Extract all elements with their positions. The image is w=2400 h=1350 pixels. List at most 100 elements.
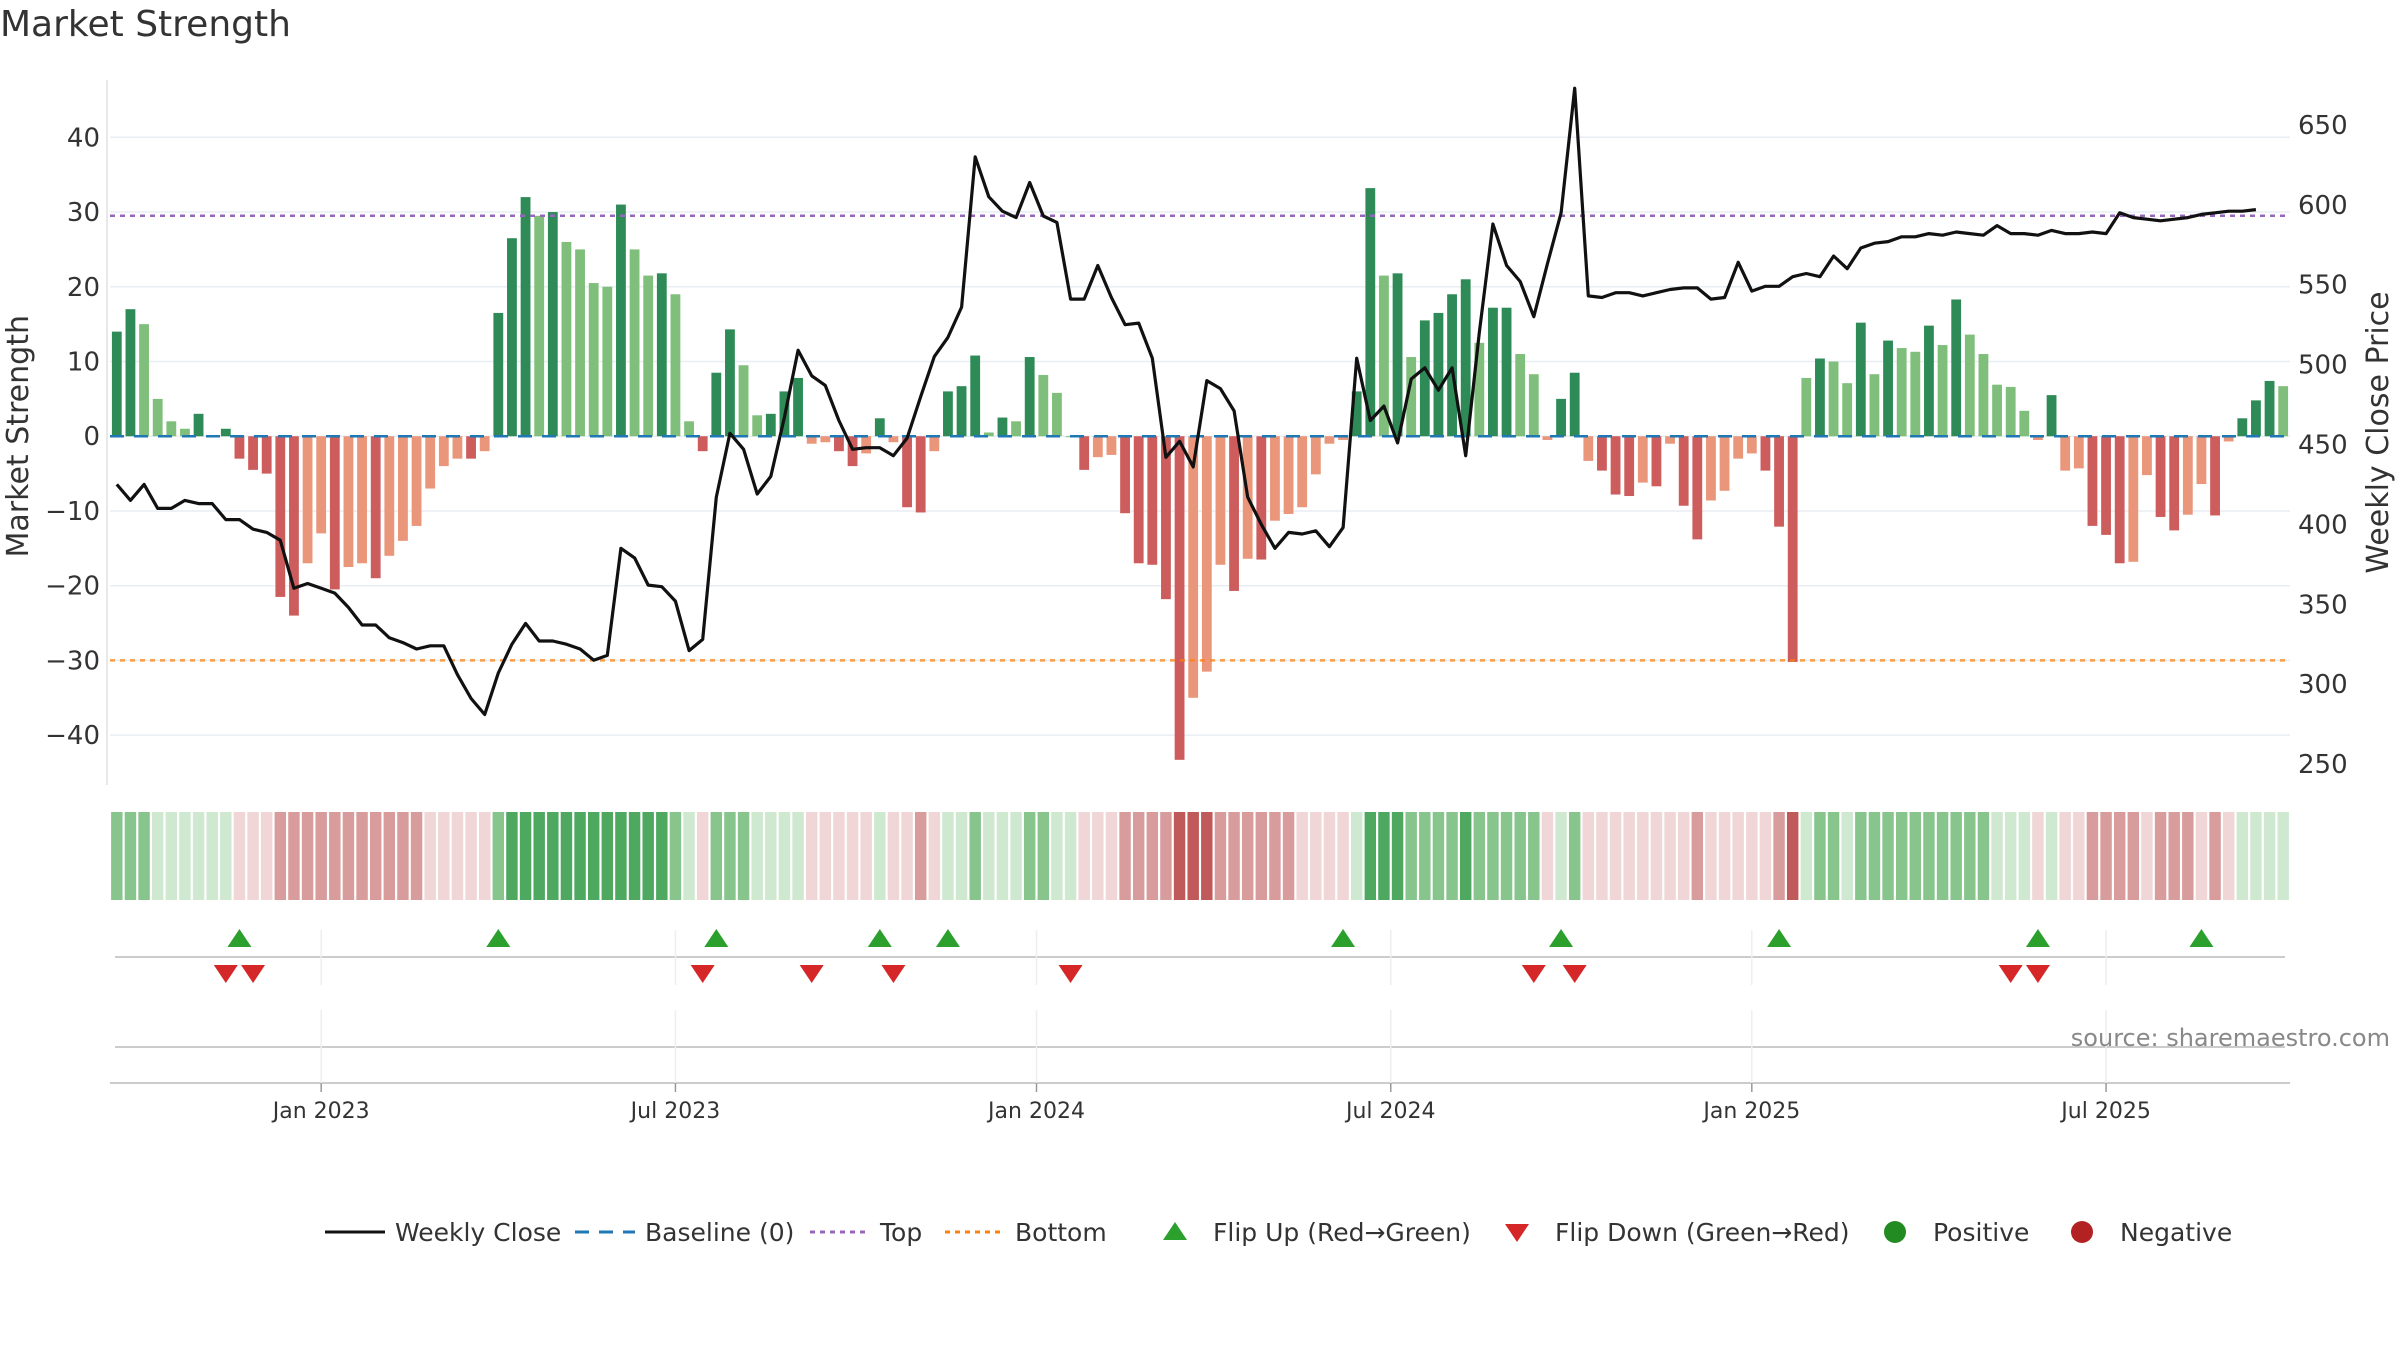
y-right-tick-label: 500 xyxy=(2298,351,2348,381)
strength-bar xyxy=(1406,357,1417,437)
strength-bar xyxy=(561,241,572,437)
strength-bar xyxy=(1910,351,1921,437)
strength-bar xyxy=(874,418,885,437)
heatmap-cell xyxy=(928,812,941,900)
weekly-close-line xyxy=(115,86,2257,717)
y-right-tick-label: 400 xyxy=(2298,510,2348,540)
heatmap-cell xyxy=(260,812,273,900)
legend-item: Negative xyxy=(2071,1218,2232,1247)
heatmap-cell xyxy=(887,812,900,900)
strength-bar xyxy=(725,329,735,437)
heatmap-cell xyxy=(846,812,859,900)
legend-swatch xyxy=(1884,1221,1906,1243)
heatmap-cell xyxy=(1637,812,1649,900)
strength-bar xyxy=(425,436,436,489)
heatmap-cell xyxy=(274,812,287,900)
heatmap-cell xyxy=(942,812,954,900)
heatmap-cell xyxy=(2250,812,2262,900)
strength-bar xyxy=(438,436,449,467)
heatmap-cell xyxy=(233,812,246,900)
strength-bar xyxy=(1365,188,1376,437)
heatmap-cell xyxy=(1214,812,1227,900)
heatmap-cell xyxy=(724,812,736,900)
x-tick-label: Jul 2024 xyxy=(1344,1099,1436,1124)
heatmap-cell xyxy=(1950,812,1962,900)
strength-bar xyxy=(1787,436,1798,662)
x-tick-label: Jan 2024 xyxy=(986,1099,1085,1124)
heatmap-cell xyxy=(220,812,232,900)
heatmap-cell xyxy=(1991,812,2003,900)
heatmap-cell xyxy=(983,812,995,900)
y-left-tick-label: −10 xyxy=(45,497,100,527)
heatmap-cell xyxy=(2154,812,2167,900)
strength-bar xyxy=(1433,312,1444,437)
heatmap-cell xyxy=(792,812,804,900)
heatmap-cell xyxy=(179,812,191,900)
strength-bar xyxy=(997,417,1008,437)
strength-bar xyxy=(616,204,626,437)
strength-bar xyxy=(1419,320,1430,437)
strength-bar xyxy=(888,436,899,443)
heatmap-cell xyxy=(2209,812,2221,900)
y-left-tick-label: 0 xyxy=(83,422,100,452)
heatmap-cell xyxy=(438,812,450,900)
legend-label: Negative xyxy=(2120,1218,2232,1247)
strength-bar xyxy=(1297,436,1308,508)
strength-bar xyxy=(507,238,517,437)
strength-bar xyxy=(1528,374,1539,437)
legend-item: Bottom xyxy=(945,1218,1107,1247)
y-right-tick-label: 350 xyxy=(2298,590,2348,620)
y-right-tick-label: 600 xyxy=(2298,191,2348,221)
heatmap-cell xyxy=(342,812,355,900)
heatmap-cell xyxy=(1473,812,1486,900)
heatmap-cell xyxy=(2113,812,2126,900)
strength-bar xyxy=(2128,436,2139,562)
heatmap-cell xyxy=(1310,812,1322,900)
strength-bar xyxy=(1610,436,1621,495)
strength-bar xyxy=(2019,410,2030,437)
strength-bar xyxy=(1501,307,1512,437)
heatmap-cell xyxy=(2222,812,2235,900)
heatmap-cell xyxy=(601,812,614,900)
strength-bar xyxy=(1978,354,1989,437)
heatmap-cell xyxy=(301,812,314,900)
heatmap-cell xyxy=(574,812,586,900)
heatmap-cell xyxy=(1786,812,1799,900)
x-tick-label: Jan 2023 xyxy=(271,1099,370,1124)
heatmap-cell xyxy=(1718,812,1731,900)
heatmap-cell xyxy=(1855,812,1867,900)
strength-bar xyxy=(1283,436,1294,514)
legend-item: Flip Down (Green→Red) xyxy=(1505,1218,1850,1247)
flip-markers-panel xyxy=(115,929,2285,985)
strength-bar xyxy=(2005,386,2016,437)
strength-bar xyxy=(1392,273,1403,437)
heatmap-cell xyxy=(914,812,927,900)
y-right-tick-label: 250 xyxy=(2298,750,2348,780)
flip-up-marker xyxy=(2025,929,2050,947)
strength-bar xyxy=(1201,436,1212,672)
strength-bar xyxy=(2237,418,2248,437)
heatmap-cell xyxy=(465,812,477,900)
strength-bar xyxy=(1474,342,1485,437)
strength-bar xyxy=(139,324,149,437)
strength-bar xyxy=(152,398,163,437)
x-tick-label: Jul 2025 xyxy=(2059,1099,2151,1124)
heatmap-cell xyxy=(1405,812,1417,900)
strength-bar xyxy=(1828,361,1839,437)
legend: Weekly Close Baseline (0) Top Bottom Flip Up… xyxy=(325,1218,2232,1247)
heatmap-cell xyxy=(1909,812,1922,900)
strength-bar xyxy=(2196,436,2207,485)
flip-up-marker xyxy=(1331,929,1356,947)
strength-bar xyxy=(1024,357,1035,437)
strength-bar xyxy=(2223,436,2234,442)
heatmap-cell xyxy=(2045,812,2058,900)
heatmap-cell xyxy=(1119,812,1131,900)
strength-bar xyxy=(2182,436,2193,515)
strength-bar xyxy=(1310,436,1321,475)
heatmap-cell xyxy=(1936,812,1949,900)
heatmap-cell xyxy=(424,812,436,900)
strength-bar xyxy=(575,249,585,437)
strength-bar xyxy=(711,372,722,437)
chart-title: Market Strength xyxy=(0,4,291,45)
